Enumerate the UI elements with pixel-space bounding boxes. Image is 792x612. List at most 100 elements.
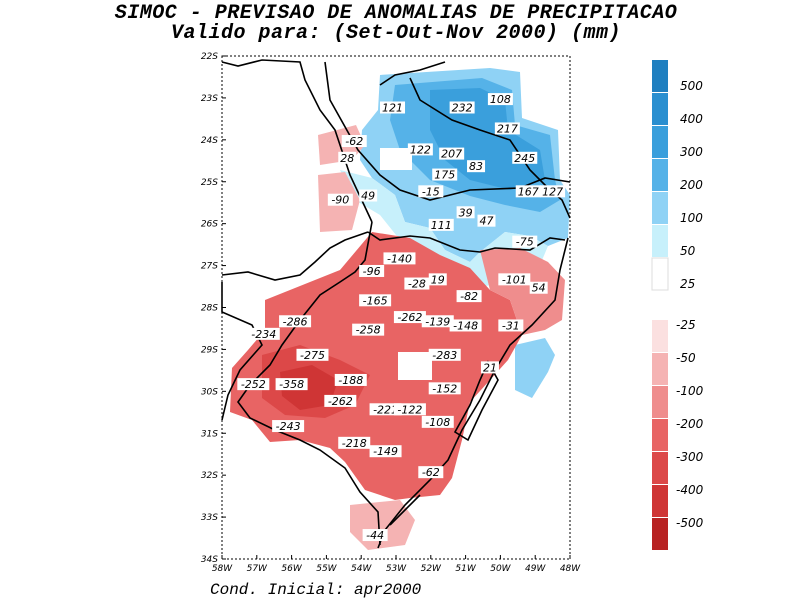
value-label-bg [480,361,499,374]
lat-tick-label: 29S [201,345,218,355]
value-label: -283 [432,349,457,362]
colorbar-swatch-negative [652,518,668,550]
value-label-bg [359,294,392,307]
value-label-bg [369,445,402,458]
value-label: -82 [460,290,478,303]
value-label: 175 [434,169,455,182]
initial-condition-label: Cond. Inicial: apr2000 [210,581,422,599]
lon-tick-label: 52W [421,564,442,574]
colorbar: 500 400 300 200 100 50 25 -25 -50 -100 -200 -300 -40… [651,60,704,550]
value-label-bg [383,252,416,265]
boundary-line [221,59,373,223]
value-label-bg [529,281,548,294]
value-label-bg [512,151,538,164]
coastline [377,237,569,549]
map-title: SIMOC - PREVISAO DE ANOMALIAS DE PRECIPI… [114,2,678,25]
value-label: 19 [431,273,445,286]
value-label: 217 [497,122,518,135]
lat-tick-label: 26S [201,220,218,230]
lat-tick-label: 30S [201,387,218,397]
value-label: 39 [459,206,473,219]
value-label: -275 [300,349,325,362]
colorbar-label: 200 [680,178,703,192]
value-label: 245 [514,152,535,165]
value-label-bg [428,348,461,361]
boundary-line [379,61,446,86]
value-label-bg [498,319,524,332]
colorbar-label: -25 [676,318,696,332]
lon-tick-label: 53W [386,564,407,574]
colorbar-label: 500 [680,79,703,93]
value-label: -252 [241,378,266,391]
lon-tick-label: 57W [247,564,268,574]
value-label: 122 [410,143,431,156]
value-label-bg [418,466,444,479]
value-label: 47 [479,215,493,228]
value-label-bg [338,151,357,164]
lat-tick-label: 32S [201,471,218,481]
lat-tick-label: 25S [201,178,218,188]
value-label-bg [393,311,426,324]
lon-tick-label: 49W [525,564,546,574]
value-label-bg [338,436,371,449]
colorbar-label: 100 [680,211,703,225]
value-label: -258 [356,324,381,337]
axis-ticks: 22S23S24S25S26S27S28S29S30S31S32S33S34S5… [201,52,581,574]
value-label-bg [439,147,465,160]
value-label: -140 [387,252,412,265]
value-label: 111 [431,219,452,232]
value-label: -28 [408,278,426,291]
colorbar-label: -300 [676,450,704,464]
value-label: 21 [483,361,497,374]
value-label-bg [279,315,312,328]
colorbar-label: -50 [676,351,696,365]
lagoon-outline [453,360,499,442]
value-label: -188 [338,374,363,387]
lat-tick-label: 31S [201,429,218,439]
lon-tick-label: 56W [281,564,302,574]
boundary-line [389,494,421,526]
colorbar-label: 300 [680,145,703,159]
value-label: -90 [331,194,349,207]
value-label: -243 [276,420,301,433]
lat-tick-label: 27S [201,262,218,272]
value-label: -108 [425,416,450,429]
positive-anomaly-southeast [515,338,555,398]
value-label-bg [359,189,378,202]
lat-tick-label: 33S [201,513,218,523]
value-label-bg [418,185,444,198]
value-label-bg [428,273,447,286]
lon-tick-label: 55W [316,564,337,574]
value-label: -221 [373,403,398,416]
lon-tick-label: 58W [212,564,233,574]
value-label: -31 [502,319,520,332]
value-label: -165 [363,294,388,307]
value-label-bg [272,420,305,433]
value-label-bg [456,206,475,219]
value-label: 167 [518,185,539,198]
value-label-bg [494,122,520,135]
boundary-line [367,231,566,253]
value-label: -62 [345,135,363,148]
lat-tick-label: 24S [201,136,218,146]
lon-tick-label: 48W [560,564,581,574]
value-label: 49 [361,190,375,203]
value-label: 121 [382,101,403,114]
value-label: -262 [328,395,353,408]
value-label-bg [380,101,406,114]
value-label-bg [515,185,541,198]
value-label-bg [449,101,475,114]
value-label: -218 [342,437,367,450]
value-label: 232 [452,101,473,114]
value-label-bg [341,135,367,148]
value-label-bg [393,403,426,416]
value-label-bg [407,143,433,156]
value-label: -149 [373,445,398,458]
value-label-bg [296,348,329,361]
value-label: -15 [422,185,440,198]
value-label-bg [369,403,402,416]
anomaly-field [230,68,570,550]
colorbar-swatch-negative [652,452,668,484]
lon-tick-label: 51W [455,564,476,574]
